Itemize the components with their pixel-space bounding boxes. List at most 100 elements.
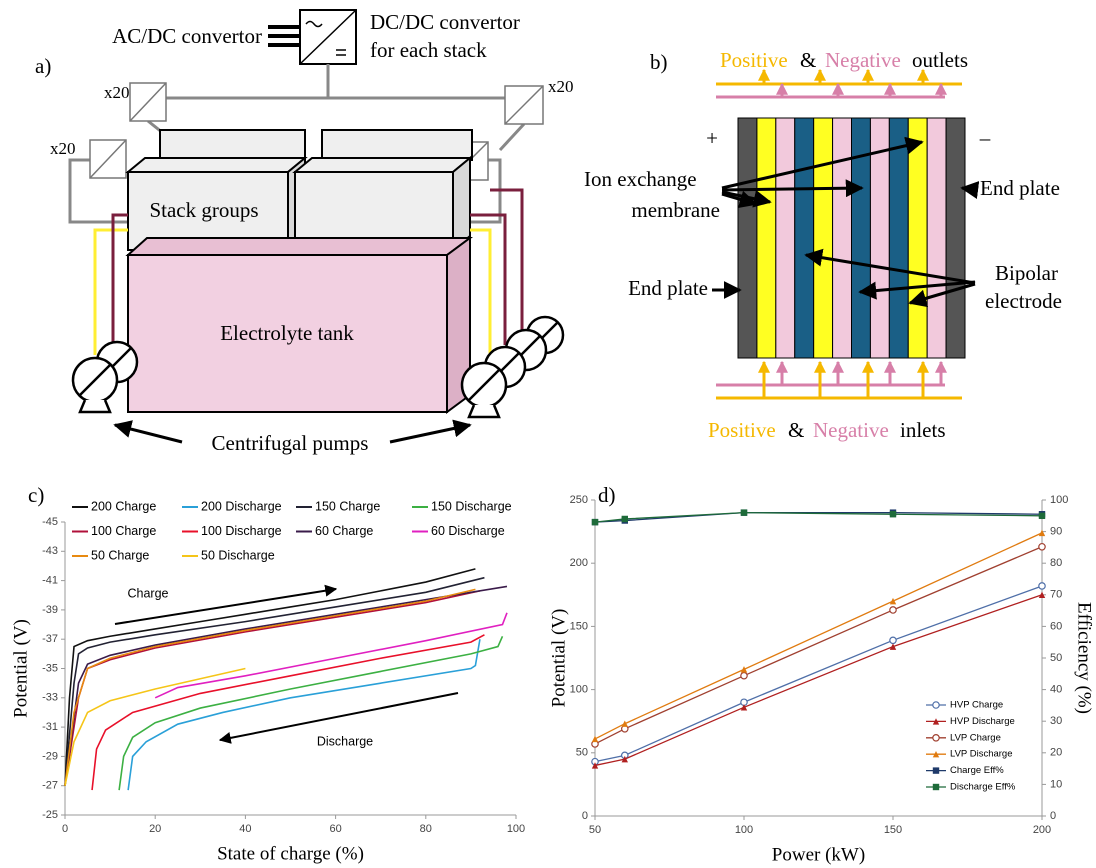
x-tick-label: 60	[329, 823, 341, 835]
point	[741, 672, 747, 678]
x-tick-label: 20	[149, 823, 161, 835]
legend-label: Discharge Eff%	[950, 782, 1016, 793]
stacks	[128, 130, 472, 250]
y-tick-label: -29	[42, 750, 58, 762]
positive: Positive	[708, 418, 776, 442]
y-tick-label: -25	[42, 809, 58, 821]
x-axis-label: State of charge (%)	[217, 843, 364, 864]
cell-strip	[757, 118, 776, 358]
y-tick-label: -31	[42, 721, 58, 733]
y2-tick-label: 100	[1050, 494, 1068, 506]
legend-label: 100 Charge	[91, 524, 156, 538]
multiplier: x20	[50, 139, 76, 158]
legend-label: Charge Eff%	[950, 765, 1004, 776]
x-axis-label: Power (kW)	[772, 844, 865, 865]
tank-label: Electrolyte tank	[220, 321, 354, 345]
ac-dc-label: AC/DC convertor	[112, 24, 262, 48]
y2-tick-label: 40	[1050, 684, 1062, 696]
multiplier: x20	[104, 83, 130, 102]
y-tick-label: -39	[42, 604, 58, 616]
amp: &	[788, 418, 804, 442]
x-tick-label: 150	[884, 824, 902, 836]
cell-stack	[738, 118, 965, 358]
multiplier: x20	[548, 77, 574, 96]
x-tick-label: 100	[735, 824, 753, 836]
point	[1039, 544, 1045, 550]
legend-marker	[933, 784, 939, 790]
bipolar-label: Bipolar	[995, 261, 1058, 285]
y-axis-label: Potential (V)	[548, 609, 569, 708]
dc-dc-label: DC/DC convertor	[370, 10, 520, 34]
y2-tick-label: 90	[1050, 526, 1062, 538]
y2-tick-label: 70	[1050, 589, 1062, 601]
legend-label: 200 Discharge	[201, 499, 282, 513]
panel-label: b)	[650, 50, 668, 74]
plus-sign: +	[706, 126, 718, 150]
y2-tick-label: 30	[1050, 715, 1062, 727]
stack-label: Stack groups	[149, 198, 258, 222]
panel-label: c)	[28, 483, 44, 507]
cell-strip	[908, 118, 927, 358]
cell-strip	[946, 118, 965, 358]
x-tick-label: 200	[1033, 824, 1051, 836]
end-plate-label: End plate	[980, 176, 1060, 200]
cell-strip	[776, 118, 795, 358]
dc-dc-label: for each stack	[370, 38, 487, 62]
y-tick-label: -45	[42, 516, 58, 528]
y-tick-label: -35	[42, 662, 58, 674]
outlets-label: Positive & Negative outlets	[720, 48, 968, 72]
y-tick-label: 0	[582, 810, 588, 822]
legend-label: 60 Discharge	[431, 524, 505, 538]
x-tick-label: 80	[420, 823, 432, 835]
y2-tick-label: 60	[1050, 620, 1062, 632]
legend-label: HVP Discharge	[950, 716, 1015, 727]
legend-label: LVP Charge	[950, 732, 1001, 743]
legend-label: 50 Discharge	[201, 548, 275, 562]
y2-tick-label: 50	[1050, 652, 1062, 664]
positive: Positive	[720, 48, 788, 72]
legend-label: 60 Charge	[315, 524, 373, 538]
membrane-label: Ion exchange	[584, 167, 697, 191]
x-tick-label: 50	[589, 824, 601, 836]
y2-tick-label: 0	[1050, 810, 1056, 822]
y-tick-label: -37	[42, 633, 58, 645]
cell-strip	[814, 118, 833, 358]
x-tick-label: 40	[239, 823, 251, 835]
y-tick-label: 200	[570, 557, 588, 569]
bipolar-label: electrode	[985, 289, 1062, 313]
legend-marker	[933, 702, 939, 708]
point	[622, 516, 628, 522]
annotation: Discharge	[317, 734, 373, 748]
point	[1039, 513, 1045, 519]
point	[1039, 583, 1045, 589]
y2-tick-label: 80	[1050, 557, 1062, 569]
cell-strip	[833, 118, 852, 358]
legend-label: 150 Charge	[315, 499, 380, 513]
x-tick-label: 0	[62, 823, 68, 835]
inlets-label: Positive & Negative inlets	[708, 418, 946, 442]
minus-sign: –	[979, 126, 991, 150]
word: outlets	[912, 48, 968, 72]
y-tick-label: 250	[570, 494, 588, 506]
panel-label: a)	[35, 54, 51, 78]
y2-tick-label: 10	[1050, 778, 1062, 790]
annotation: Charge	[128, 586, 169, 600]
panel-label: d)	[598, 483, 616, 507]
y-axis-label: Potential (V)	[10, 619, 31, 718]
y2-axis-label: Efficiency (%)	[1074, 602, 1095, 714]
amp: &	[800, 48, 816, 72]
legend-marker	[933, 767, 939, 773]
point	[890, 607, 896, 613]
legend-label: HVP Charge	[950, 700, 1003, 711]
point	[890, 511, 896, 517]
y-tick-label: 100	[570, 684, 588, 696]
legend-label: 100 Discharge	[201, 524, 282, 538]
y-tick-label: 50	[576, 747, 588, 759]
cell-strip	[795, 118, 814, 358]
end-plate-label: End plate	[628, 276, 708, 300]
cell-strip	[927, 118, 946, 358]
negative: Negative	[813, 418, 889, 442]
membrane-label: membrane	[631, 198, 720, 222]
point	[741, 509, 747, 515]
y-tick-label: 150	[570, 620, 588, 632]
